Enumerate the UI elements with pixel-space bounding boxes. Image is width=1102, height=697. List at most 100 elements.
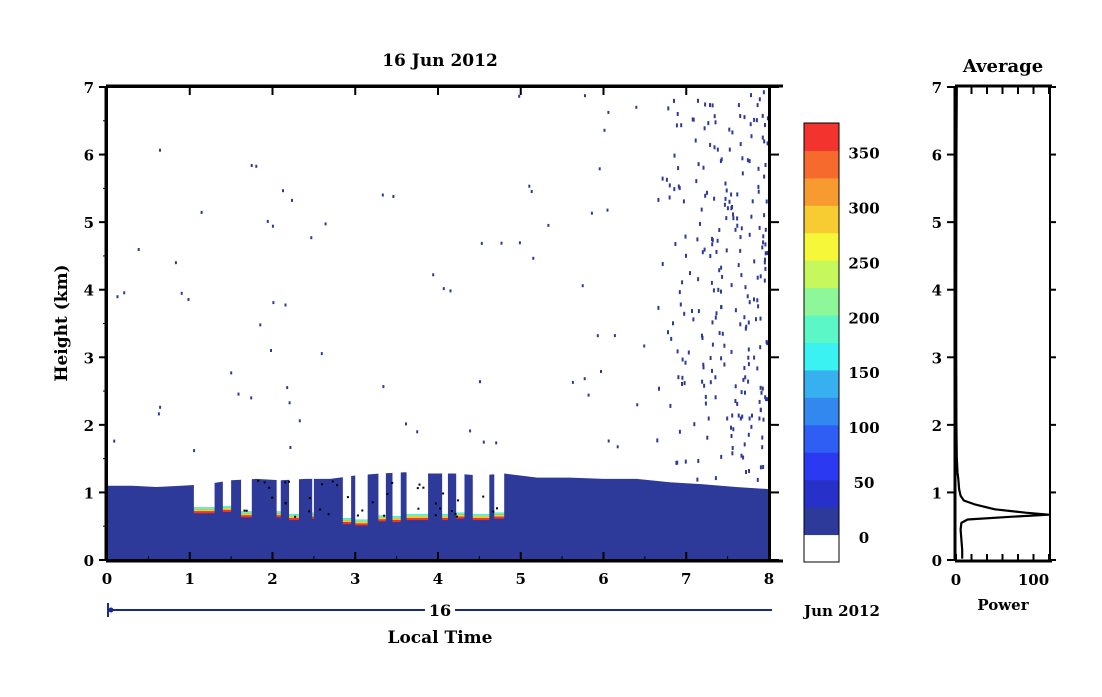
strong-echo-dot [245,509,248,512]
echo-dot [763,213,766,218]
echo-dot [718,331,721,335]
echo-dot [766,397,769,402]
gap-edge-red [241,515,252,518]
echo-dot [743,366,746,370]
echo-dot [702,362,705,367]
echo-dot [676,112,679,116]
echo-dot [739,322,742,327]
clear-gap [289,87,299,515]
echo-dot [741,414,744,419]
echo-dot [697,98,699,103]
x-tick-label: 2 [267,570,277,588]
echo-dot [674,242,677,246]
echo-dot [721,331,724,336]
echo-dot [766,341,769,346]
echo-dot [746,294,749,299]
avg-y-tick-label: 4 [932,282,942,300]
echo-dot [704,394,707,399]
echo-dot [724,181,727,186]
strong-echo-dot [284,481,287,484]
echo-dot [762,240,765,245]
echo-dot [737,413,740,418]
colorbar-tick-label: 250 [848,254,879,272]
strong-echo-dot [434,502,437,505]
boundary-layer-fill [107,472,769,560]
echo-dot [714,395,717,400]
gap-edge-green [442,514,448,517]
echo-dot [681,382,683,386]
clear-gap [442,87,448,515]
echo-dot [405,422,407,426]
echo-dot [720,305,723,310]
echo-dot [740,226,743,231]
strong-echo-dot [308,497,311,499]
echo-dot [764,395,767,400]
echo-dot [739,248,742,253]
echo-dot [762,417,765,422]
echo-dot [678,290,681,295]
strong-echo-dot [482,495,485,498]
gap-edge-yellow [193,509,215,512]
echo-dot [298,419,301,423]
echo-dot [755,317,757,322]
echo-dot [711,242,714,247]
strong-echo-dot [371,501,374,504]
echo-dot [677,184,680,189]
echo-dot [174,261,177,265]
echo-dot [159,405,162,409]
echo-dot [613,334,616,338]
echo-dot [714,315,717,320]
colorbar-cell [804,452,839,481]
echo-dot [590,211,593,215]
gap-edge-red [276,515,281,518]
echo-dot [480,241,483,245]
clear-gap [342,87,352,519]
echo-dot [763,174,766,179]
x-tick-label: 1 [185,570,195,588]
echo-dot [740,453,743,458]
heatmap-y-ticks: 0 1 2 3 4 5 6 7 [84,79,779,570]
strong-echo-dot [257,479,260,482]
echo-dot [684,360,687,365]
avg-y-tick-label: 3 [932,349,942,367]
echo-dot [703,126,706,131]
echo-dot [683,311,686,316]
echo-dot [747,320,750,325]
strong-echo-dot [450,510,453,512]
echo-dot [730,192,733,197]
gap-edge-yellow [289,516,299,519]
strong-echo-dot [422,486,425,489]
echo-dot [670,336,673,341]
echo-dot [702,165,705,170]
echo-dot [730,425,732,430]
echo-dot [684,459,687,464]
echo-dot [762,90,765,95]
echo-dot [747,362,750,367]
heatmap-x-ticks: 0 1 2 3 4 5 6 7 8 [102,87,774,588]
echo-dot [255,164,258,168]
gap-edge-red [355,523,368,526]
x-tick-label: 5 [516,570,526,588]
echo-dot [699,221,701,226]
echo-dot [725,248,728,253]
echo-dot [681,357,684,362]
echo-dot [707,416,710,421]
echo-dot [667,106,670,111]
strong-echo-dot [321,483,323,486]
echo-dot [744,390,746,395]
strong-echo-dot [336,484,338,487]
echo-dot [736,223,739,228]
echo-dot [116,295,119,299]
strong-echo-dot [268,486,271,489]
echo-dot [751,413,753,418]
colorbar-cell [804,177,839,206]
strong-echo-dot [442,492,445,495]
gap-edge-red [193,511,215,514]
echo-dot [707,121,710,126]
echo-dot [669,403,672,408]
echo-dot [600,370,602,373]
clear-gap [312,87,314,513]
echo-dot [763,139,766,144]
strong-echo-dot [346,496,349,499]
echo-dot [764,123,766,127]
